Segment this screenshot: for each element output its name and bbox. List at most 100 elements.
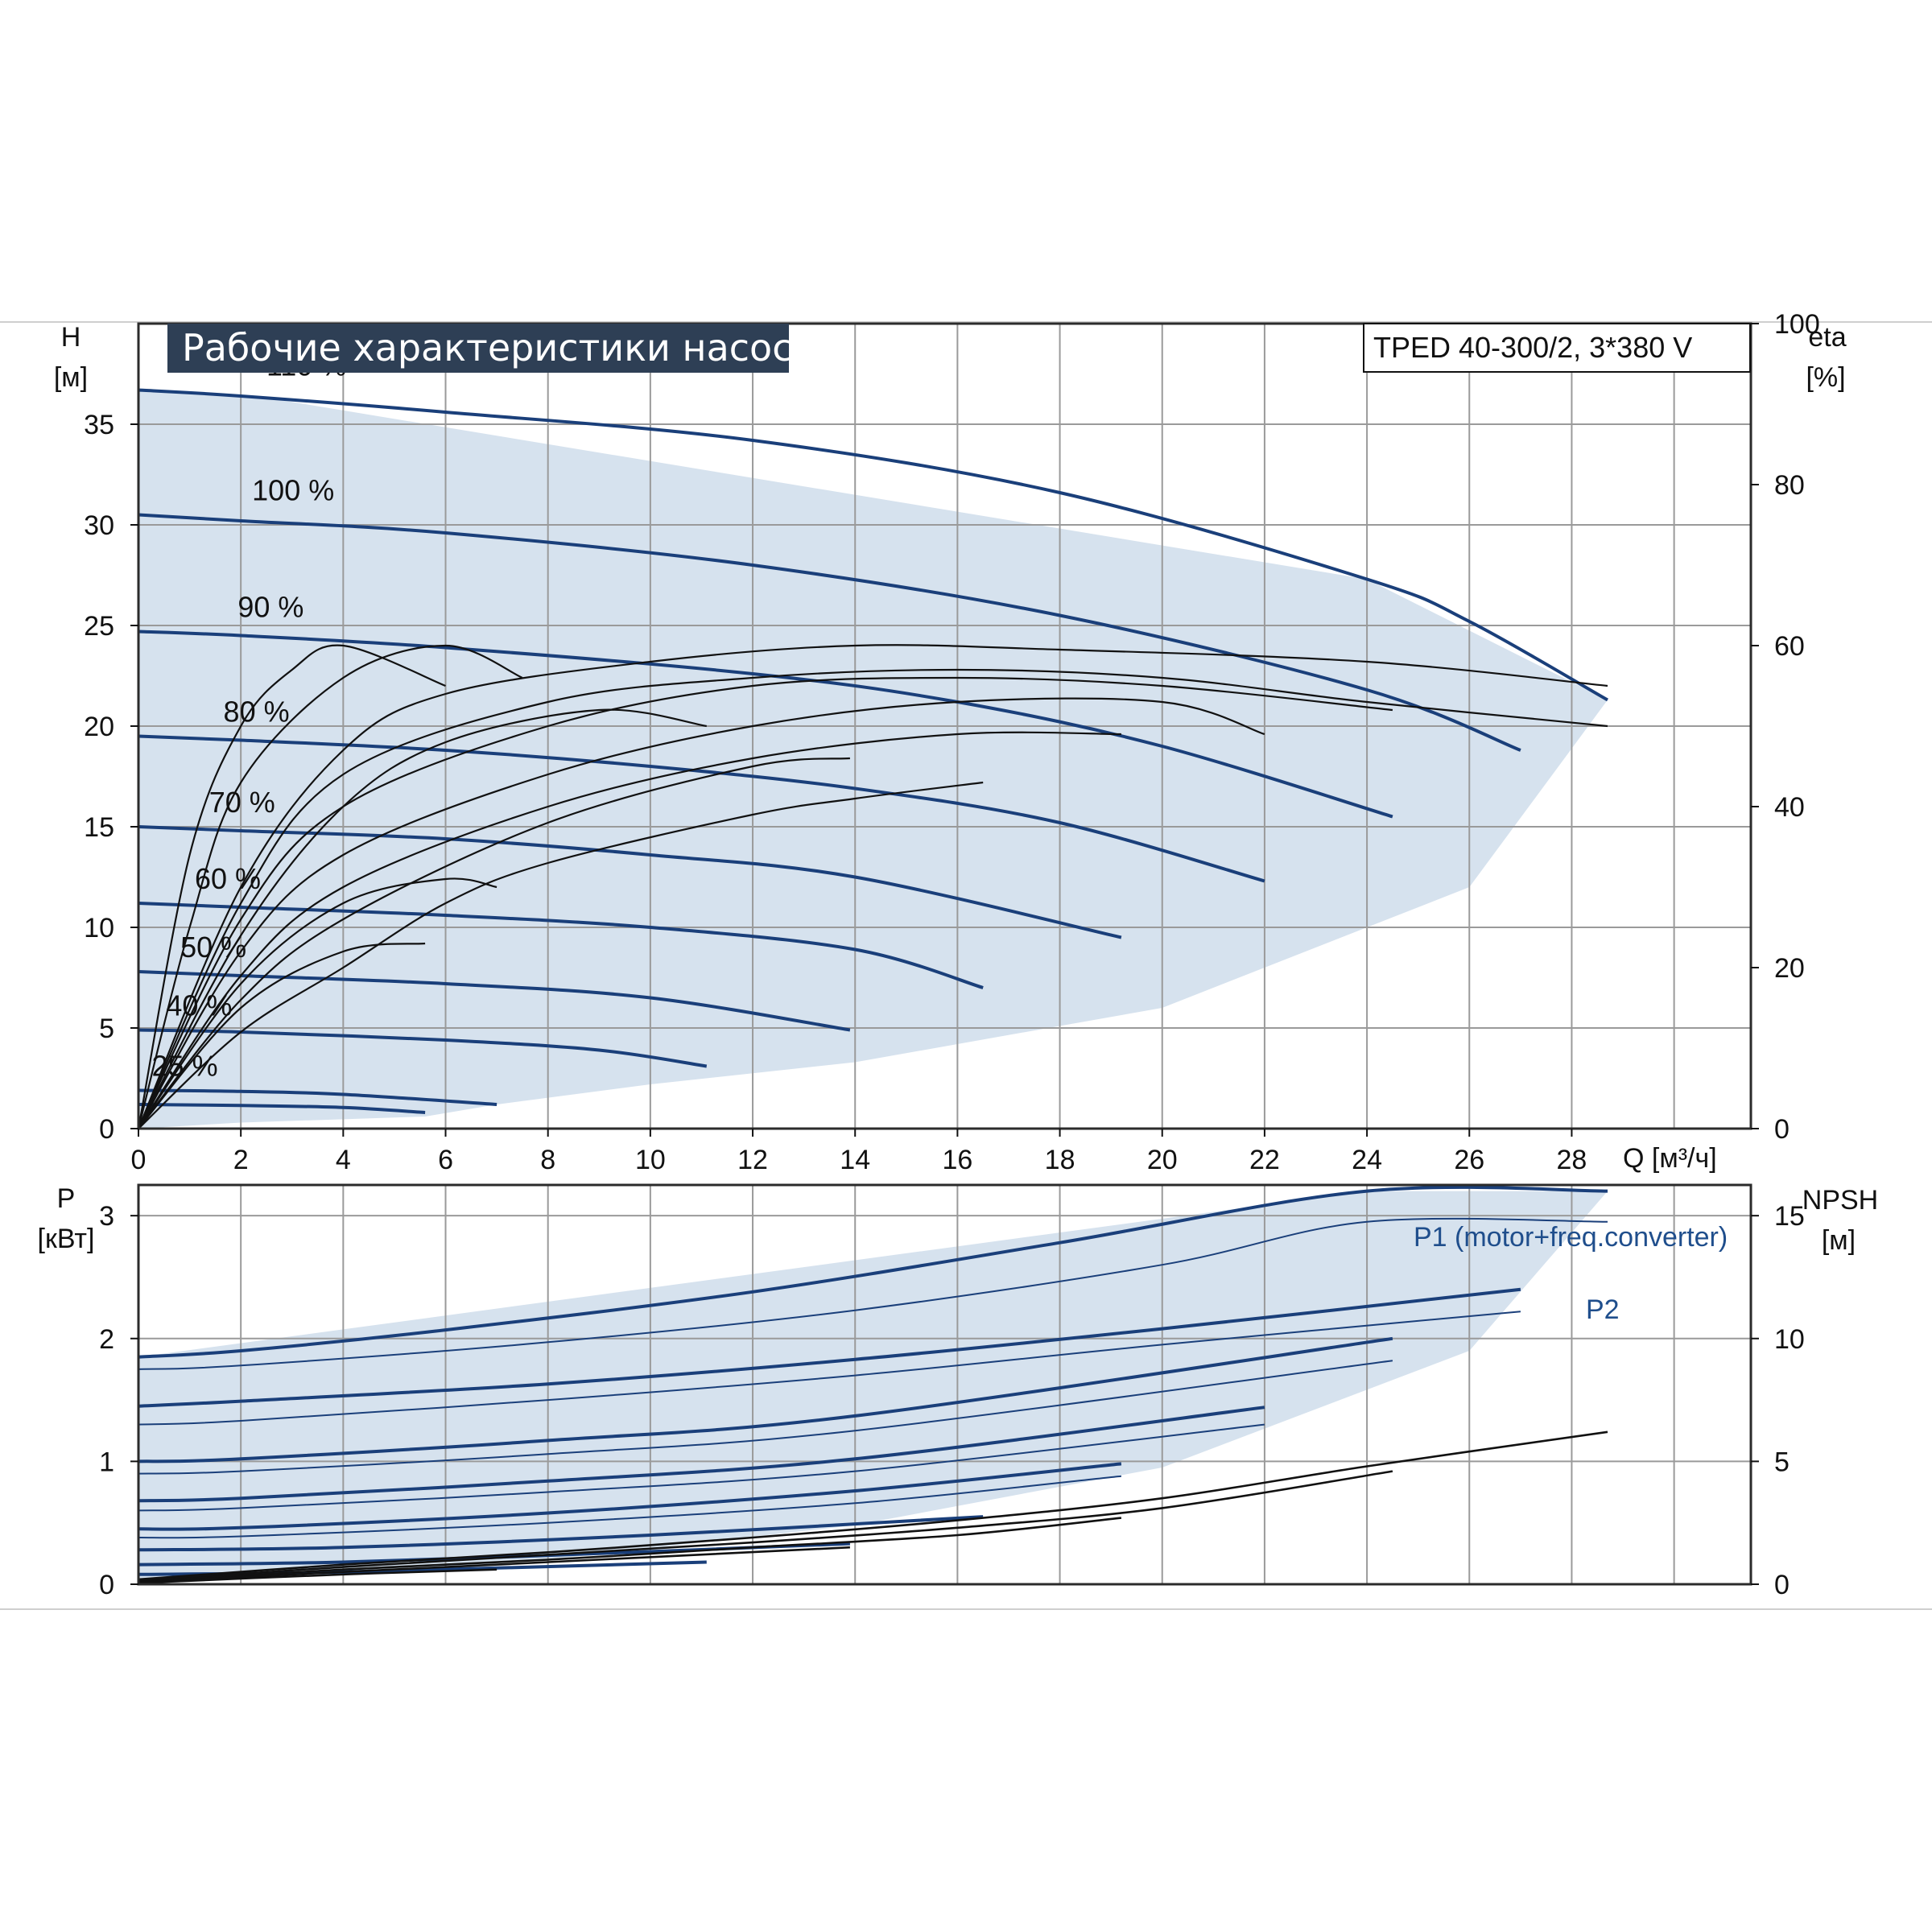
head-curve bbox=[138, 734, 1265, 883]
p1-power-curve bbox=[138, 1515, 984, 1552]
p2-power-curve bbox=[138, 1360, 1393, 1475]
head-curve bbox=[138, 513, 1521, 752]
npsh-curve bbox=[138, 1470, 1393, 1582]
efficiency-curve bbox=[138, 697, 1265, 1129]
x-tick-label: 20 bbox=[1147, 1145, 1178, 1175]
efficiency-curve bbox=[138, 877, 497, 1129]
npsh-curve bbox=[138, 1546, 850, 1583]
head-tick-label: 10 bbox=[84, 913, 114, 943]
head-curve bbox=[138, 630, 1393, 819]
head-curve bbox=[138, 1103, 426, 1114]
head-tick-label: 35 bbox=[84, 410, 114, 440]
x-tick-label: 28 bbox=[1557, 1145, 1587, 1175]
npsh-tick-label: 5 bbox=[1774, 1447, 1790, 1477]
npsh-curve bbox=[138, 1568, 497, 1584]
x-tick-label: 8 bbox=[540, 1145, 555, 1175]
efficiency-curve bbox=[138, 731, 1121, 1129]
npsh-curve bbox=[138, 1430, 1608, 1581]
speed-label: 80 % bbox=[224, 696, 290, 729]
power-tick-label: 3 bbox=[99, 1201, 114, 1232]
efficiency-tick-label: 80 bbox=[1774, 470, 1805, 501]
p1-power-curve bbox=[138, 1185, 1608, 1359]
title-box bbox=[167, 324, 789, 373]
speed-label: 90 % bbox=[237, 591, 303, 624]
pump-model: TPED 40-300/2, 3*380 V bbox=[1373, 331, 1692, 364]
p2-series-label: P2 bbox=[1586, 1294, 1620, 1325]
p1-power-curve bbox=[138, 1462, 1122, 1531]
npsh-axis-unit: [м] bbox=[1822, 1225, 1856, 1256]
efficiency-curve bbox=[138, 708, 707, 1129]
efficiency-curve bbox=[137, 668, 1608, 1129]
head-tick-label: 5 bbox=[99, 1013, 114, 1044]
x-tick-label: 12 bbox=[737, 1145, 768, 1175]
p2-power-curve bbox=[138, 1475, 1122, 1539]
efficiency-tick-label: 40 bbox=[1774, 792, 1805, 823]
efficiency-tick-label: 100 bbox=[1774, 309, 1820, 340]
head-tick-label: 30 bbox=[84, 510, 114, 541]
head-chart: 0 2 4 6 8 10 12 14 16 18 20 22 24 26 28051015202530350… bbox=[54, 309, 1847, 1175]
head-tick-label: 0 bbox=[99, 1114, 114, 1145]
speed-label: 25 % bbox=[152, 1050, 218, 1083]
efficiency-axis-symbol: eta bbox=[1808, 322, 1846, 353]
x-tick-label: 6 bbox=[438, 1145, 453, 1175]
speed-label: 40 % bbox=[166, 989, 232, 1022]
power-operating-range bbox=[138, 1191, 1608, 1584]
power-axis-symbol: P bbox=[57, 1183, 76, 1214]
model-box bbox=[1363, 323, 1751, 373]
npsh-axis-symbol: NPSH bbox=[1802, 1185, 1878, 1216]
head-tick-label: 15 bbox=[84, 812, 114, 843]
head-curve bbox=[138, 1088, 497, 1106]
power-tick-label: 2 bbox=[99, 1324, 114, 1355]
npsh-tick-label: 10 bbox=[1774, 1324, 1805, 1355]
head-tick-label: 25 bbox=[84, 611, 114, 642]
speed-label: 70 % bbox=[209, 786, 275, 819]
efficiency-axis-unit: [%] bbox=[1806, 362, 1845, 393]
speed-label: 50 % bbox=[180, 931, 246, 964]
chart-title: Рабочие характеристики насоса bbox=[182, 326, 815, 369]
efficiency-curve bbox=[137, 644, 446, 1129]
efficiency-tick-label: 20 bbox=[1774, 953, 1805, 984]
power-tick-label: 0 bbox=[99, 1570, 114, 1600]
npsh-tick-label: 15 bbox=[1774, 1201, 1805, 1232]
speed-label: 60 % bbox=[195, 862, 261, 895]
p1-power-curve bbox=[138, 1287, 1521, 1408]
head-tick-label: 20 bbox=[84, 712, 114, 742]
speed-label: 100 % bbox=[252, 474, 334, 507]
p2-power-curve bbox=[138, 1311, 1521, 1426]
x-tick-label: 0 bbox=[131, 1145, 147, 1175]
head-curve bbox=[138, 970, 851, 1032]
efficiency-curve bbox=[138, 781, 984, 1129]
head-curve bbox=[138, 1028, 708, 1068]
power-tick-label: 1 bbox=[99, 1447, 114, 1477]
p1-power-curve bbox=[138, 1336, 1393, 1463]
p2-power-curve bbox=[138, 1217, 1608, 1370]
efficiency-tick-label: 60 bbox=[1774, 631, 1805, 662]
head-curve bbox=[138, 388, 1608, 702]
p1-power-curve bbox=[138, 1406, 1265, 1503]
p1-series-label: P1 (motor+freq.converter) bbox=[1414, 1222, 1728, 1253]
x-tick-label: 24 bbox=[1352, 1145, 1382, 1175]
npsh-curve bbox=[138, 1517, 1122, 1583]
head-axis-unit: [м] bbox=[54, 362, 88, 393]
p2-power-curve bbox=[138, 1423, 1265, 1512]
efficiency-tick-label: 0 bbox=[1774, 1114, 1790, 1145]
power-axis-unit: [кВт] bbox=[38, 1224, 95, 1254]
x-tick-label: 14 bbox=[840, 1145, 870, 1175]
x-tick-label: 16 bbox=[942, 1145, 972, 1175]
efficiency-curve bbox=[137, 644, 1608, 1129]
efficiency-curve bbox=[137, 644, 523, 1129]
x-tick-label: 18 bbox=[1045, 1145, 1075, 1175]
x-tick-label: 2 bbox=[233, 1145, 249, 1175]
npsh-tick-label: 0 bbox=[1774, 1570, 1790, 1600]
x-tick-label: 22 bbox=[1249, 1145, 1280, 1175]
x-tick-label: 10 bbox=[635, 1145, 666, 1175]
efficiency-curve bbox=[138, 942, 426, 1129]
flow-axis-label: Q [м³/ч] bbox=[1623, 1143, 1717, 1174]
x-tick-label: 4 bbox=[336, 1145, 351, 1175]
efficiency-curve bbox=[138, 757, 850, 1129]
x-tick-label: 26 bbox=[1454, 1145, 1484, 1175]
head-curve bbox=[138, 902, 984, 989]
power-chart: 0 1 2 3 0 5 10 15 P [кВт] NPSH [м] P1 (motor+fr… bbox=[38, 1183, 1879, 1600]
operating-range bbox=[138, 390, 1608, 1129]
